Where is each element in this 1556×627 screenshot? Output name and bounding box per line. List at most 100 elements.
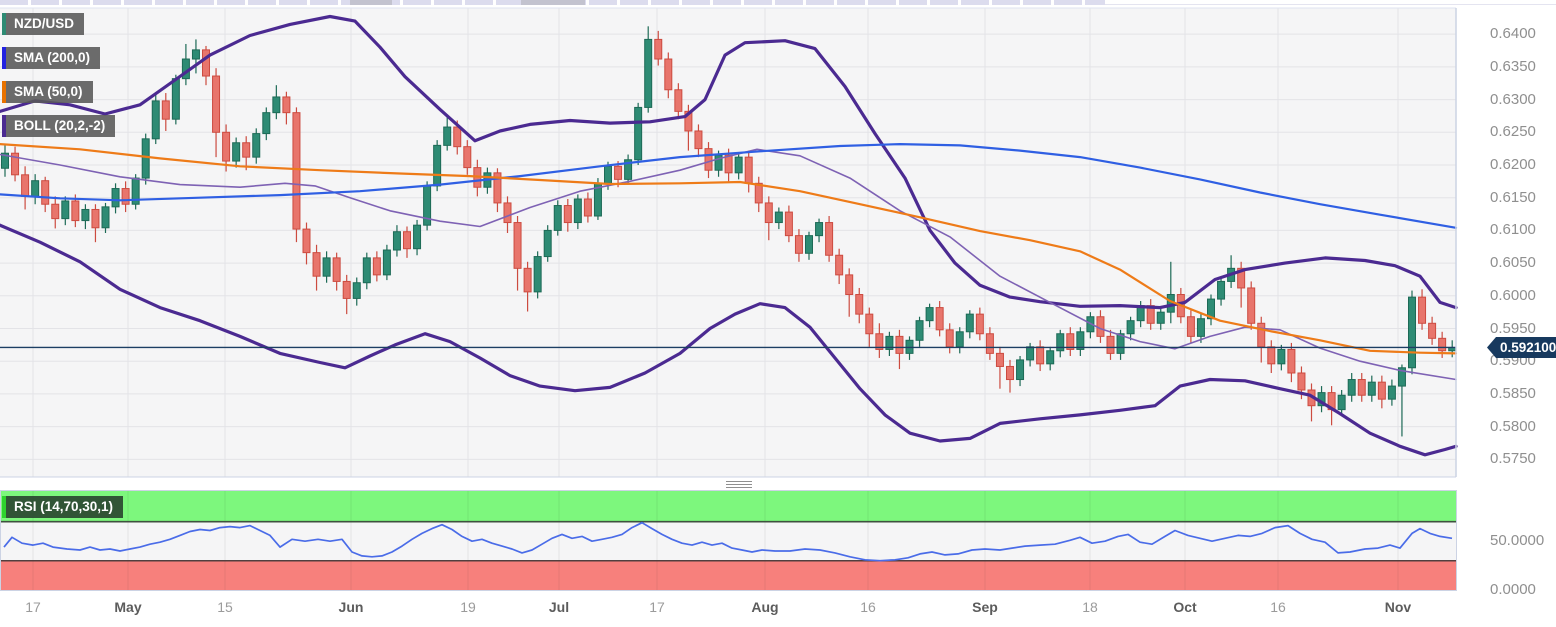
candle-body (312, 252, 321, 277)
candle-body (151, 100, 160, 140)
candle-body (1106, 335, 1115, 354)
candle-body (1377, 381, 1386, 400)
candle-body (11, 152, 20, 176)
candle-body (835, 254, 844, 276)
candle-body (955, 331, 964, 348)
candle-body (1257, 322, 1266, 348)
candle-body (895, 335, 904, 354)
candle-body (754, 182, 763, 204)
date-tick-label: 17 (25, 599, 41, 615)
candle-body (71, 200, 80, 222)
candle-body (614, 165, 623, 180)
candle-body (31, 180, 40, 197)
legend-chip-icon (2, 115, 6, 137)
rsi-legend-chip-icon (2, 496, 6, 518)
rsi-overbought-band (0, 491, 1456, 522)
top-scrollbar-thumb[interactable] (350, 0, 392, 5)
candle-body (553, 205, 562, 231)
candle-body (1287, 348, 1296, 374)
candle-body (352, 282, 361, 299)
candle-body (1387, 385, 1396, 400)
price-tick-label: 0.5950 (1490, 319, 1536, 337)
candle-body (1247, 287, 1256, 324)
pane-resize-grip-icon[interactable] (726, 481, 752, 489)
rsi-tick-label: 0.0000 (1490, 581, 1536, 598)
current-price-tag: 0.592100 (1487, 336, 1556, 358)
candle-body (945, 329, 954, 348)
legend-label: NZD/USD (14, 16, 74, 31)
date-tick-label: 16 (1270, 599, 1286, 615)
candle-body (995, 352, 1004, 367)
candle-body (1428, 322, 1437, 339)
candle-body (865, 313, 874, 335)
candle-body (41, 180, 50, 205)
candle-body (634, 106, 643, 161)
legend-item-2[interactable]: SMA (50,0) (2, 81, 93, 103)
candle-body (1207, 298, 1215, 320)
candle-body (674, 89, 683, 112)
candle-body (101, 206, 110, 229)
candle-body (392, 231, 401, 251)
legend-chip-icon (2, 47, 6, 69)
candle-body (784, 211, 793, 237)
top-scrollbar-thumb[interactable] (521, 0, 585, 5)
rsi-line (3, 521, 1453, 562)
candle-body (794, 235, 803, 254)
date-tick-label: 18 (1082, 599, 1098, 615)
candle-body (21, 174, 30, 197)
boll-middle-band-line (0, 148, 1457, 381)
candle-body (81, 208, 90, 222)
candle-body (171, 78, 180, 120)
candle-body (1156, 311, 1165, 324)
candle-body (322, 257, 331, 277)
candle-body (91, 208, 100, 229)
date-tick-label: Nov (1384, 599, 1412, 615)
top-scrollbar-track (1105, 4, 1556, 5)
legend-item-rsi[interactable]: RSI (14,70,30,1) (2, 496, 124, 518)
price-tick-label: 0.5850 (1490, 384, 1536, 402)
candle-body (1036, 346, 1045, 365)
candle-body (302, 228, 311, 254)
candle-body (684, 110, 693, 132)
candle-body (413, 224, 422, 250)
date-tick-label: Jul (548, 599, 570, 615)
candle-body (624, 159, 633, 180)
legend-item-1[interactable]: SMA (200,0) (2, 47, 101, 69)
candle-body (985, 333, 994, 354)
candle-body (1066, 333, 1075, 350)
candle-body (604, 165, 612, 184)
candle-body (855, 294, 864, 315)
candle-body (212, 75, 221, 133)
candle-body (433, 144, 442, 187)
price-tick-label: 0.5750 (1490, 450, 1536, 468)
price-pane-bg (0, 8, 1456, 477)
boll-upper-band-line (0, 14, 1458, 310)
legend-chip-icon (2, 81, 6, 103)
price-tick-label: 0.6000 (1490, 286, 1536, 304)
price-tick-label: 0.6300 (1490, 90, 1536, 108)
candle-body (342, 280, 351, 299)
candle-body (1186, 316, 1195, 337)
price-tick-label: 0.6150 (1490, 188, 1536, 206)
candle-body (1438, 337, 1447, 352)
legend-item-0[interactable]: NZD/USD (2, 13, 84, 35)
date-tick-label: 19 (460, 599, 476, 615)
candle-body (734, 156, 743, 174)
candle-body (382, 249, 391, 276)
candle-body (1357, 379, 1366, 396)
candle-body (202, 49, 210, 77)
candle-body (61, 200, 70, 220)
candle-body (362, 257, 371, 284)
price-tick-label: 0.6050 (1490, 254, 1536, 272)
price-tick-label: 0.6200 (1490, 155, 1536, 173)
candle-body (845, 274, 854, 296)
candle-body (463, 146, 472, 169)
candle-body (975, 313, 984, 335)
candle-body (222, 131, 231, 162)
legend-label: SMA (200,0) (14, 50, 91, 65)
candle-body (825, 222, 834, 256)
legend-item-3[interactable]: BOLL (20,2,-2) (2, 115, 116, 137)
price-tick-label: 0.5800 (1490, 417, 1536, 435)
